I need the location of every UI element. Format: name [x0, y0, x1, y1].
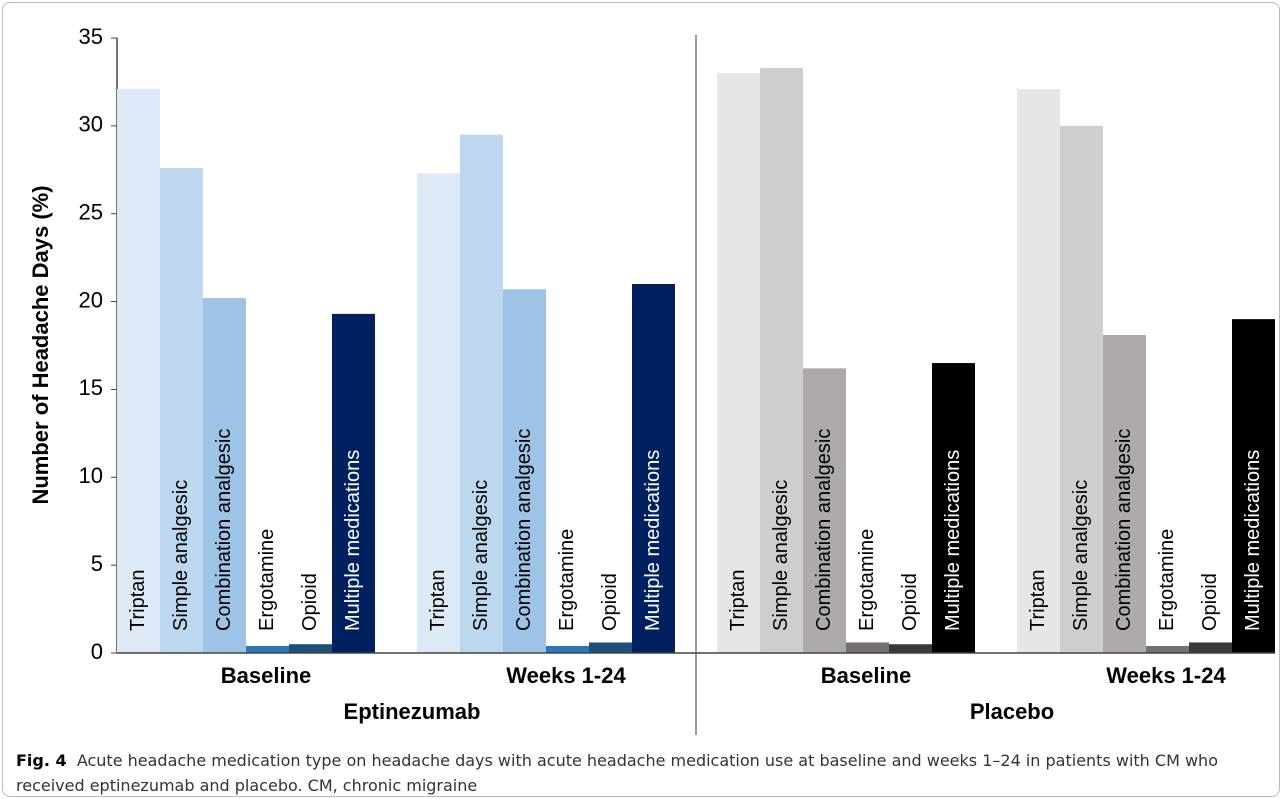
bar-category-label: Combination analgesic [1113, 429, 1135, 631]
bar-category-label: Opioid [599, 573, 621, 631]
bar-category-label: Simple analgesic [770, 480, 792, 631]
y-tick-label: 20 [79, 287, 103, 312]
bar [460, 134, 503, 654]
bar-category-label: Opioid [1199, 573, 1221, 631]
chart: Number of Headache Days (%) 0 5 10 15 20 25 30… [28, 24, 1275, 735]
bar [1146, 645, 1189, 653]
y-axis-title: Number of Headache Days (%) [28, 185, 53, 504]
y-tick-label: 35 [79, 24, 103, 49]
bar-category-label: Triptan [427, 569, 449, 631]
panel-label: Placebo [970, 699, 1054, 724]
y-tick-label: 15 [79, 375, 103, 400]
caption-text: Acute headache medication type on headac… [16, 751, 1218, 795]
bar [889, 644, 932, 653]
bar [1017, 88, 1060, 653]
bar [932, 363, 975, 653]
bar-category-label: Combination analgesic [213, 429, 235, 631]
bar [503, 289, 546, 653]
bar [589, 642, 632, 653]
bar-category-label: Triptan [127, 569, 149, 631]
bar-category-label: Multiple medications [642, 450, 664, 631]
caption-label: Fig. 4 [16, 751, 67, 770]
y-tick-label: 25 [79, 200, 103, 225]
bar [417, 173, 460, 654]
bar [160, 168, 203, 653]
y-tick-label: 30 [79, 112, 103, 137]
bar-category-label: Combination analgesic [813, 429, 835, 631]
bar-category-label: Simple analgesic [1070, 480, 1092, 631]
bar-category-label: Ergotamine [1156, 529, 1178, 631]
bar-category-label: Multiple medications [1242, 450, 1264, 631]
y-tick-label: 5 [91, 551, 103, 576]
bar [1060, 125, 1103, 654]
bar [1189, 642, 1232, 653]
bar [246, 645, 289, 653]
bar-category-label: Triptan [1027, 569, 1049, 631]
bar-category-label: Ergotamine [856, 529, 878, 631]
bar [717, 73, 760, 653]
bar-category-label: Opioid [299, 573, 321, 631]
panel-label: Eptinezumab [344, 699, 481, 724]
group-label: Baseline [221, 663, 312, 688]
bar [760, 67, 803, 653]
group-label: Baseline [821, 663, 912, 688]
bar [289, 644, 332, 653]
y-tick-label: 10 [79, 463, 103, 488]
bar [632, 284, 675, 653]
bar-category-label: Ergotamine [556, 529, 578, 631]
bar [1232, 319, 1275, 653]
bar [117, 88, 160, 653]
bar [803, 368, 846, 653]
bar-category-label: Multiple medications [942, 450, 964, 631]
bar [1103, 334, 1146, 653]
bar-category-label: Opioid [899, 573, 921, 631]
bar [332, 313, 375, 653]
bar-category-label: Multiple medications [342, 450, 364, 631]
bar [546, 645, 589, 653]
caption: Fig. 4 Acute headache medication type on… [16, 748, 1266, 798]
bar [846, 642, 889, 653]
bar [203, 298, 246, 653]
bar-category-label: Combination analgesic [513, 429, 535, 631]
group-label: Weeks 1-24 [506, 663, 626, 688]
group-label: Weeks 1-24 [1106, 663, 1226, 688]
bar-category-label: Simple analgesic [170, 480, 192, 631]
bar-category-label: Ergotamine [256, 529, 278, 631]
bar-category-label: Triptan [727, 569, 749, 631]
y-tick-label: 0 [91, 639, 103, 664]
bar-category-label: Simple analgesic [470, 480, 492, 631]
